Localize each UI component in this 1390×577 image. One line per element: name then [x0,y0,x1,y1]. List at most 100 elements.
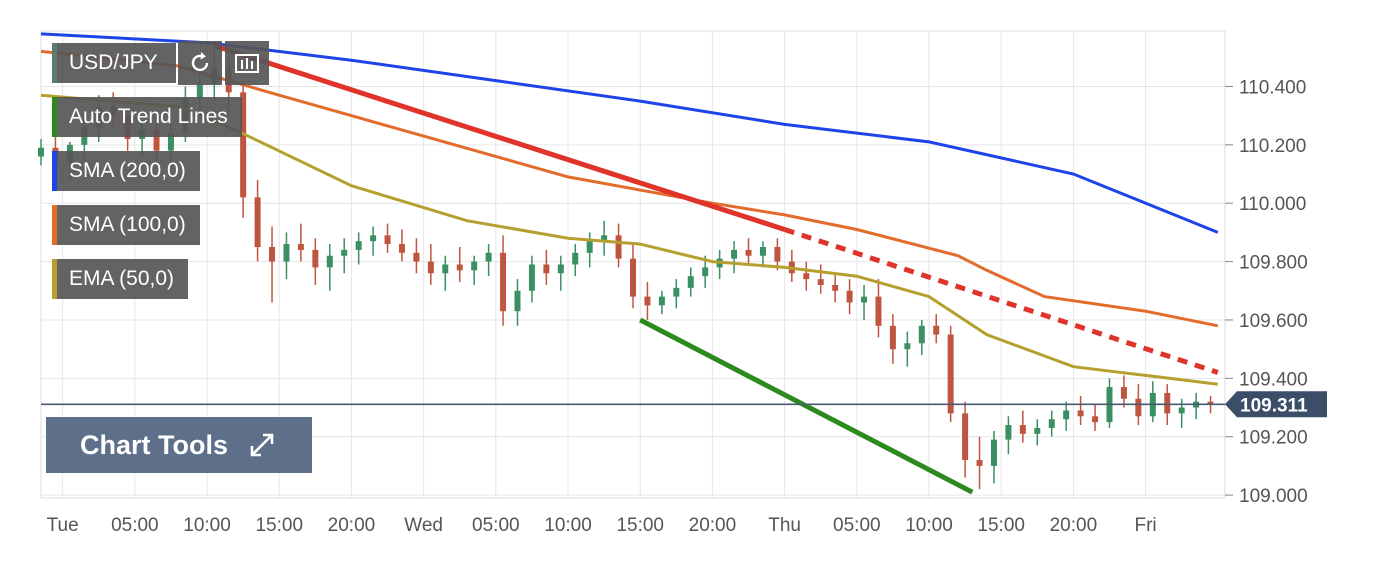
x-tick-label: 15:00 [255,515,303,536]
candle-body [832,284,839,291]
candle-body [384,235,391,245]
candle-body [759,246,766,256]
candle-body [889,325,896,350]
candle-body [962,413,969,461]
y-tick-label: 109.800 [1239,253,1308,274]
chart-type-button[interactable] [225,41,269,85]
candle-body [615,235,622,259]
candle-body [254,197,261,247]
y-tick-label: 110.000 [1239,194,1306,215]
candle-body [644,296,651,306]
x-tick-label: 05:00 [833,515,881,536]
legend-label: SMA (100,0) [69,213,186,236]
symbol-badge[interactable]: USD/JPY [52,43,176,83]
y-tick-label: 109.000 [1239,486,1308,507]
candle-body [500,252,507,312]
x-tick-label: Tue [47,515,79,536]
candle-body [442,264,449,274]
chart-tools-button[interactable]: Chart Tools [46,417,312,473]
candle-body [1120,387,1127,399]
candle-body [398,244,405,253]
chart-tools-label: Chart Tools [80,429,228,460]
candle-body [846,290,853,303]
candle-body [601,235,608,242]
current-price-tag [1225,391,1327,418]
x-tick-label: 10:00 [905,515,953,536]
candle-body [413,252,420,262]
candle-body [326,255,333,268]
candle-body [557,264,564,274]
legend-auto-trend-lines[interactable]: Auto Trend Lines [52,97,242,137]
x-tick-label: 05:00 [111,515,159,536]
candle-body [947,334,954,414]
legend-label: Auto Trend Lines [69,105,228,128]
candle-body [731,249,738,259]
candle-body [312,249,319,268]
x-tick-label: 20:00 [328,515,376,536]
y-tick-label: 109.600 [1239,311,1308,332]
legend-ema-50[interactable]: EMA (50,0) [52,259,189,299]
candle-body [1005,425,1012,440]
symbol-label: USD/JPY [69,51,158,74]
indicator-line [40,49,1219,328]
symbol-color-bar [52,43,57,83]
legend-color-bar [52,205,57,245]
candle-body [153,130,160,151]
candle-body [658,296,665,306]
candle-body [817,279,824,285]
candle-body [283,244,290,262]
x-tick-label: Fri [1135,515,1157,536]
candle-body [471,261,478,271]
expand-arrows-icon [250,433,274,457]
refresh-button[interactable] [178,41,222,85]
candle-body [427,261,434,274]
candle-body [1019,425,1026,434]
candle-body [918,325,925,344]
candle-body [572,252,579,265]
candle-body [1178,407,1185,414]
candle-body [976,460,983,466]
candle-body [341,249,348,256]
x-tick-label: 05:00 [472,515,520,536]
candle-body [269,246,276,262]
candle-body [240,92,247,198]
legend-label: SMA (200,0) [69,159,186,182]
candle-body [167,133,174,151]
candle-body [687,276,694,288]
candle-body [38,147,44,157]
trend-line [639,317,974,495]
x-tick-label: 10:00 [544,515,592,536]
candle-body [933,325,940,335]
candle-body [1207,401,1214,405]
x-tick-label: 20:00 [689,515,737,536]
candle-body [861,296,868,303]
candle-body [586,241,593,253]
x-tick-label: 15:00 [616,515,664,536]
candle-body [1063,410,1070,420]
y-tick-label: 110.400 [1239,77,1306,98]
legend-label: EMA (50,0) [69,267,175,290]
candle-body [297,244,304,250]
candle-body [456,264,463,271]
candle-body [485,252,492,262]
candle-body [1077,410,1084,417]
candle-body [673,287,680,297]
candle-body [1048,419,1055,428]
candle-body [370,235,377,242]
trend-line [213,43,786,232]
trend-line [783,227,1219,375]
legend-sma-200[interactable]: SMA (200,0) [52,151,200,191]
candle-body [543,264,550,274]
x-tick-label: 20:00 [1050,515,1098,536]
legend-color-bar [52,151,57,191]
candle-body [528,264,535,291]
candle-body [990,439,997,466]
candle-body [745,249,752,256]
y-tick-label: 110.200 [1239,136,1306,157]
legend-sma-100[interactable]: SMA (100,0) [52,205,200,245]
chart-type-icon [235,54,259,73]
y-tick-label: 109.400 [1239,369,1308,390]
refresh-icon [191,52,209,72]
